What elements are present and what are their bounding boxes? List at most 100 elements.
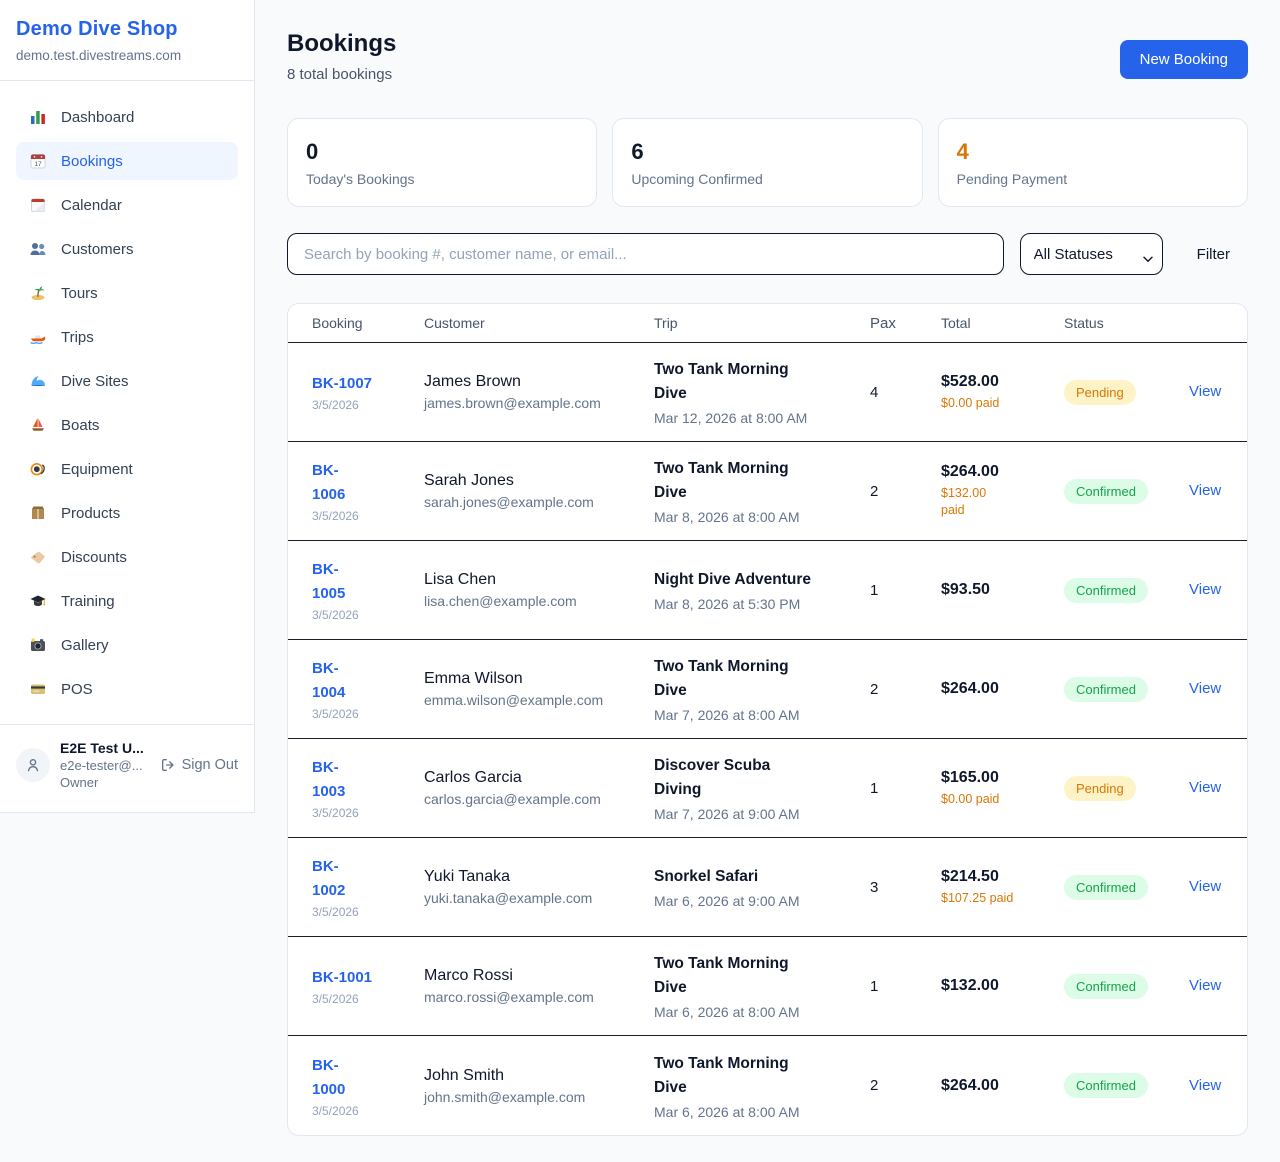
booking-cell: BK-1001 3/5/2026 — [312, 966, 408, 1006]
table-header: Booking Customer Trip Pax Total Status — [288, 304, 1247, 343]
pax-count: 1 — [870, 977, 879, 995]
trip-name: Two Tank Morning Dive — [654, 1054, 789, 1096]
page-subtitle: 8 total bookings — [287, 66, 393, 83]
total-amount: $93.50 — [941, 581, 990, 598]
view-link[interactable]: View — [1189, 581, 1222, 598]
trip-datetime: Mar 8, 2026 at 5:30 PM — [654, 596, 801, 612]
customer-cell: Marco Rossi marco.rossi@example.com — [424, 967, 638, 1005]
sign-out-button[interactable]: Sign Out — [160, 757, 238, 773]
booking-id-link[interactable]: BK- 1005 — [312, 561, 346, 602]
booking-cell: BK- 1004 3/5/2026 — [312, 657, 408, 721]
stat-card-pending-payment: 4 Pending Payment — [937, 118, 1248, 207]
trip-name: Night Dive Adventure — [654, 571, 812, 588]
sidebar-item-gallery[interactable]: Gallery — [16, 626, 238, 664]
status-select[interactable]: All Statuses — [1019, 233, 1163, 275]
view-link[interactable]: View — [1189, 1076, 1222, 1094]
page-title-block: Bookings 8 total bookings — [287, 30, 396, 83]
table-row: BK- 1002 3/5/2026 Yuki Tanaka yuki.tanaka… — [288, 838, 1247, 937]
customer-email: james.brown@example.com — [424, 395, 601, 411]
view-cell: View — [1189, 581, 1225, 599]
status-badge: Confirmed — [1064, 874, 1148, 900]
sidebar-item-trips[interactable]: Trips — [16, 318, 238, 356]
table-row: BK-1007 3/5/2026 James Brown james.brown… — [288, 343, 1247, 442]
status-cell: Pending — [1064, 775, 1173, 801]
shop-domain: demo.test.divestreams.com — [16, 48, 182, 63]
logout-icon — [161, 759, 174, 771]
trip-datetime: Mar 7, 2026 at 8:00 AM — [654, 707, 800, 723]
view-link[interactable]: View — [1189, 779, 1222, 796]
pax-count: 2 — [870, 680, 879, 698]
sidebar-item-label: Products — [61, 504, 121, 522]
sidebar-item-tours[interactable]: Tours — [16, 274, 238, 312]
status-cell: Confirmed — [1064, 874, 1173, 900]
total-cell: $132.00 — [941, 977, 1048, 995]
booking-cell: BK- 1006 3/5/2026 — [312, 459, 408, 523]
table-row: BK- 1004 3/5/2026 Emma Wilson emma.wilson… — [288, 640, 1247, 739]
booking-id-link[interactable]: BK- 1002 — [312, 858, 346, 899]
customer-cell: Sarah Jones sarah.jones@example.com — [424, 472, 638, 510]
trip-cell: Two Tank Morning Dive Mar 7, 2026 at 8:00… — [654, 655, 854, 723]
booking-cell: BK- 1000 3/5/2026 — [312, 1054, 408, 1118]
view-cell: View — [1189, 680, 1225, 698]
trip-cell: Two Tank Morning Dive Mar 8, 2026 at 8:00… — [654, 457, 854, 525]
booking-date: 3/5/2026 — [312, 905, 359, 919]
sidebar-item-equipment[interactable]: Equipment — [16, 450, 238, 488]
total-cell: $528.00 $0.00 paid — [941, 373, 1048, 412]
booking-id-link[interactable]: BK- 1003 — [312, 759, 346, 800]
view-link[interactable]: View — [1189, 383, 1222, 400]
col-status: Status — [1064, 315, 1104, 331]
status-badge: Confirmed — [1064, 973, 1148, 999]
table-row: BK- 1003 3/5/2026 Carlos Garcia carlos.ga… — [288, 739, 1247, 838]
stat-card-todays-bookings: 0 Today's Bookings — [287, 118, 598, 207]
total-amount: $264.00 — [941, 680, 999, 697]
paid-amount: $0.00 paid — [941, 791, 1000, 806]
customer-cell: John Smith john.smith@example.com — [424, 1067, 638, 1105]
sidebar-item-dashboard[interactable]: Dashboard — [16, 98, 238, 136]
sidebar-item-products[interactable]: Products — [16, 494, 238, 532]
sidebar-item-label: Bookings — [61, 152, 123, 170]
filter-button[interactable]: Filter — [1196, 245, 1230, 263]
sidebar-header: Demo Dive Shop demo.test.divestreams.com — [0, 0, 254, 81]
trip-name: Discover Scuba Diving — [654, 757, 771, 798]
search-input[interactable] — [287, 233, 1004, 275]
sidebar-item-calendar[interactable]: Calendar — [16, 186, 238, 224]
page-title: Bookings — [287, 30, 397, 57]
sidebar-item-training[interactable]: Training — [16, 582, 238, 620]
booking-id-link[interactable]: BK-1007 — [312, 375, 373, 392]
sidebar-item-customers[interactable]: Customers — [16, 230, 238, 268]
customer-email: carlos.garcia@example.com — [424, 791, 601, 807]
booking-id-link[interactable]: BK- 1006 — [312, 462, 346, 503]
new-booking-button[interactable]: New Booking — [1119, 40, 1248, 79]
sidebar-item-pos[interactable]: POS — [16, 670, 238, 708]
table-row: BK-1001 3/5/2026 Marco Rossi marco.rossi… — [288, 937, 1247, 1036]
total-cell: $165.00 $0.00 paid — [941, 769, 1048, 808]
booking-id-link[interactable]: BK-1001 — [312, 969, 373, 986]
booking-id-link[interactable]: BK- 1000 — [312, 1056, 346, 1098]
sidebar-item-boats[interactable]: Boats — [16, 406, 238, 444]
sidebar-item-bookings[interactable]: 17 Bookings — [16, 142, 238, 180]
svg-text:17: 17 — [34, 161, 42, 168]
status-badge: Confirmed — [1064, 1073, 1148, 1098]
booking-cell: BK- 1005 3/5/2026 — [312, 558, 408, 622]
booking-id-link[interactable]: BK- 1004 — [312, 660, 346, 701]
sidebar-item-label: Customers — [61, 240, 134, 258]
customer-cell: James Brown james.brown@example.com — [424, 373, 638, 411]
status-badge: Confirmed — [1064, 478, 1148, 504]
total-cell: $264.00 — [941, 680, 1048, 698]
sidebar-item-dive-sites[interactable]: Dive Sites — [16, 362, 238, 400]
credit-card-icon — [29, 680, 47, 698]
customer-email: yuki.tanaka@example.com — [424, 890, 593, 906]
customer-email: lisa.chen@example.com — [424, 593, 577, 609]
view-link[interactable]: View — [1189, 977, 1222, 994]
view-link[interactable]: View — [1189, 878, 1222, 895]
stat-label: Pending Payment — [956, 171, 1068, 187]
trip-datetime: Mar 6, 2026 at 8:00 AM — [654, 1004, 800, 1020]
sidebar-item-discounts[interactable]: Discounts — [16, 538, 238, 576]
pax-count: 1 — [870, 581, 879, 599]
view-cell: View — [1189, 1077, 1225, 1095]
view-link[interactable]: View — [1189, 482, 1222, 499]
view-link[interactable]: View — [1189, 680, 1222, 697]
trip-name: Two Tank Morning Dive — [654, 361, 789, 402]
grad-cap-icon — [29, 592, 47, 610]
total-amount: $264.00 — [941, 1076, 999, 1094]
